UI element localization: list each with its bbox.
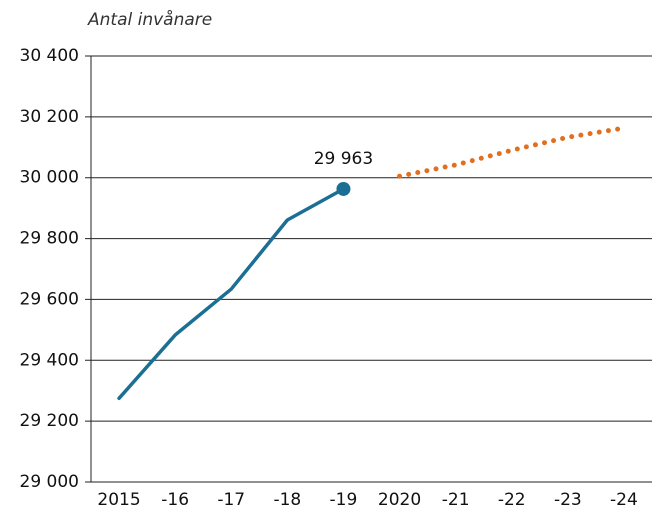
series-line xyxy=(117,187,346,401)
point-marker xyxy=(336,181,351,196)
x-tick-label: 2015 xyxy=(97,490,140,510)
x-tick-label: -21 xyxy=(442,490,470,510)
x-tick-label: -24 xyxy=(610,490,638,510)
y-tick-label: 29 800 xyxy=(20,229,79,249)
y-axis-label: Antal invånare xyxy=(87,9,212,30)
y-tick-label: 29 600 xyxy=(20,289,79,309)
x-tick-label: -23 xyxy=(554,490,582,510)
data-label: 29 963 xyxy=(314,149,373,169)
x-tick-label: 2020 xyxy=(378,490,421,510)
x-tick-label: -19 xyxy=(330,490,358,510)
y-tick-label: 30 400 xyxy=(20,46,79,66)
x-tick-label: -17 xyxy=(217,490,245,510)
y-tick-label: 29 000 xyxy=(20,472,79,492)
y-tick-label: 29 200 xyxy=(20,411,79,431)
y-tick-label: 29 400 xyxy=(20,350,79,370)
y-tick-label: 30 000 xyxy=(20,168,79,188)
x-tick-label: -16 xyxy=(161,490,189,510)
x-tick-label: -18 xyxy=(273,490,301,510)
x-tick-label: -22 xyxy=(498,490,526,510)
series-line xyxy=(397,125,627,179)
y-tick-label: 30 200 xyxy=(20,107,79,127)
